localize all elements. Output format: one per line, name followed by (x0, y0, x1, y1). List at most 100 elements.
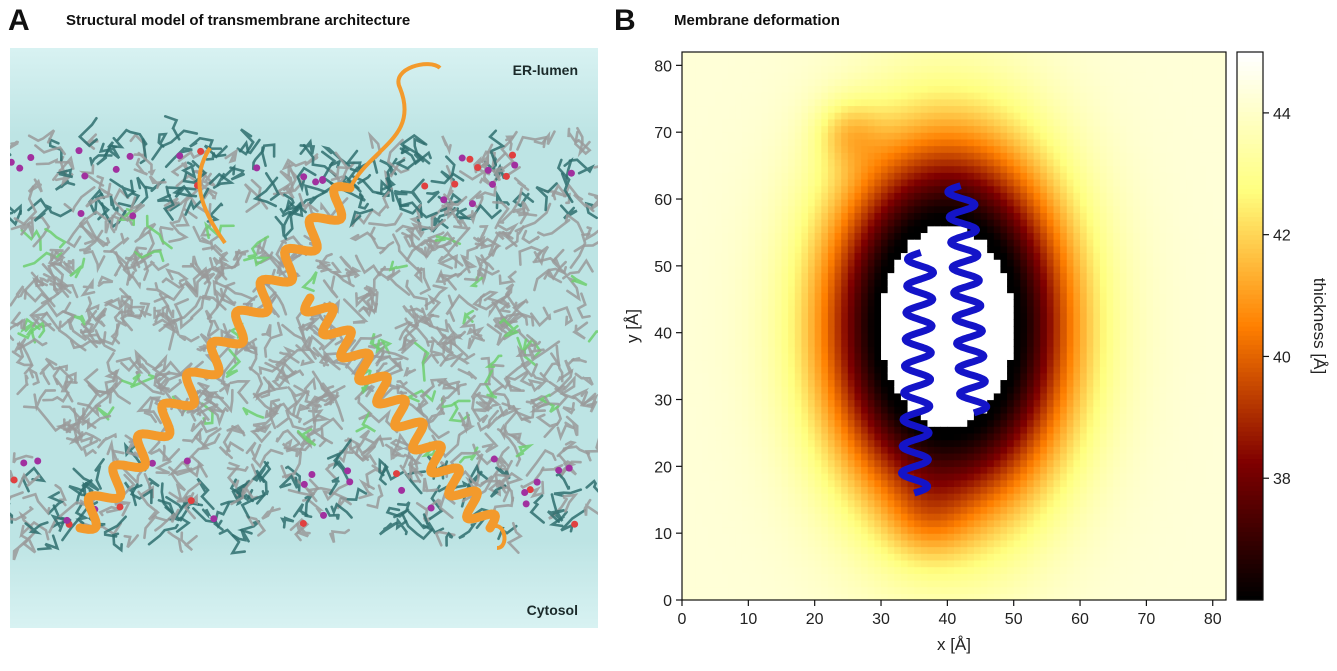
heatmap-cell (768, 79, 775, 86)
heatmap-cell (702, 413, 709, 420)
heatmap-cell (775, 146, 782, 153)
heatmap-cell (728, 126, 735, 133)
heatmap-cell (841, 426, 848, 433)
heatmap-cell (914, 172, 921, 179)
heatmap-cell (981, 573, 988, 580)
heatmap-cell (782, 580, 789, 587)
heatmap-cell (728, 326, 735, 333)
headgroup-atom (149, 460, 156, 467)
heatmap-cell (821, 286, 828, 293)
heatmap-cell (868, 266, 875, 273)
heatmap-cell (828, 92, 835, 99)
heatmap-cell (689, 426, 696, 433)
heatmap-cell (768, 232, 775, 239)
heatmap-cell (874, 466, 881, 473)
heatmap-cell (974, 105, 981, 112)
heatmap-cell (828, 172, 835, 179)
heatmap-cell (735, 560, 742, 567)
heatmap-cell (947, 366, 954, 373)
heatmap-cell (742, 440, 749, 447)
heatmap-cell (782, 252, 789, 259)
heatmap-cell (987, 199, 994, 206)
heatmap-cell (808, 466, 815, 473)
heatmap-cell (795, 219, 802, 226)
heatmap-cell (947, 273, 954, 280)
heatmap-cell (927, 252, 934, 259)
heatmap-cell (861, 326, 868, 333)
heatmap-cell (854, 92, 861, 99)
heatmap-cell (981, 152, 988, 159)
heatmap-cell (868, 79, 875, 86)
heatmap-cell (941, 473, 948, 480)
heatmap-cell (835, 453, 842, 460)
heatmap-cell (835, 326, 842, 333)
heatmap-cell (709, 520, 716, 527)
heatmap-cell (735, 139, 742, 146)
heatmap-cell (768, 306, 775, 313)
heatmap-cell (914, 547, 921, 554)
heatmap-cell (735, 79, 742, 86)
heatmap-cell (715, 353, 722, 360)
heatmap-cell (908, 506, 915, 513)
heatmap-cell (848, 547, 855, 554)
heatmap-cell (888, 259, 895, 266)
heatmap-cell (941, 179, 948, 186)
heatmap-cell (742, 587, 749, 594)
heatmap-cell (947, 393, 954, 400)
heatmap-cell (788, 386, 795, 393)
heatmap-cell (934, 406, 941, 413)
heatmap-cell (828, 226, 835, 233)
heatmap-cell (835, 513, 842, 520)
heatmap-cell (709, 486, 716, 493)
heatmap-cell (894, 319, 901, 326)
heatmap-cell (808, 406, 815, 413)
heatmap-cell (987, 359, 994, 366)
heatmap-cell (815, 400, 822, 407)
heatmap-cell (941, 299, 948, 306)
heatmap-cell (795, 99, 802, 106)
heatmap-cell (994, 326, 1001, 333)
heatmap-cell (782, 446, 789, 453)
heatmap-cell (788, 333, 795, 340)
heatmap-cell (908, 560, 915, 567)
heatmap-cell (722, 59, 729, 66)
heatmap-cell (908, 580, 915, 587)
heatmap-cell (981, 480, 988, 487)
heatmap-cell (868, 567, 875, 574)
heatmap-cell (808, 146, 815, 153)
heatmap-cell (848, 273, 855, 280)
heatmap-cell (715, 212, 722, 219)
heatmap-cell (868, 199, 875, 206)
heatmap-cell (722, 259, 729, 266)
heatmap-cell (1000, 567, 1007, 574)
heatmap-cell (775, 433, 782, 440)
heatmap-cell (861, 219, 868, 226)
heatmap-cell (788, 587, 795, 594)
heatmap-cell (682, 152, 689, 159)
heatmap-cell (828, 493, 835, 500)
heatmap-cell (868, 219, 875, 226)
heatmap-cell (815, 587, 822, 594)
heatmap-cell (682, 560, 689, 567)
heatmap-cell (815, 85, 822, 92)
heatmap-cell (775, 366, 782, 373)
heatmap-cell (874, 426, 881, 433)
heatmap-cell (1000, 580, 1007, 587)
heatmap-cell (941, 466, 948, 473)
heatmap-cell (854, 252, 861, 259)
heatmap-cell (768, 580, 775, 587)
heatmap-cell (795, 52, 802, 59)
heatmap-cell (927, 513, 934, 520)
heatmap-cell (801, 192, 808, 199)
heatmap-cell (1000, 326, 1007, 333)
heatmap-cell (994, 359, 1001, 366)
heatmap-cell (934, 126, 941, 133)
heatmap-cell (795, 520, 802, 527)
heatmap-cell (821, 99, 828, 106)
heatmap-cell (914, 580, 921, 587)
heatmap-cell (728, 466, 735, 473)
heatmap-cell (994, 580, 1001, 587)
heatmap-cell (908, 99, 915, 106)
heatmap-cell (967, 52, 974, 59)
heatmap-cell (974, 526, 981, 533)
